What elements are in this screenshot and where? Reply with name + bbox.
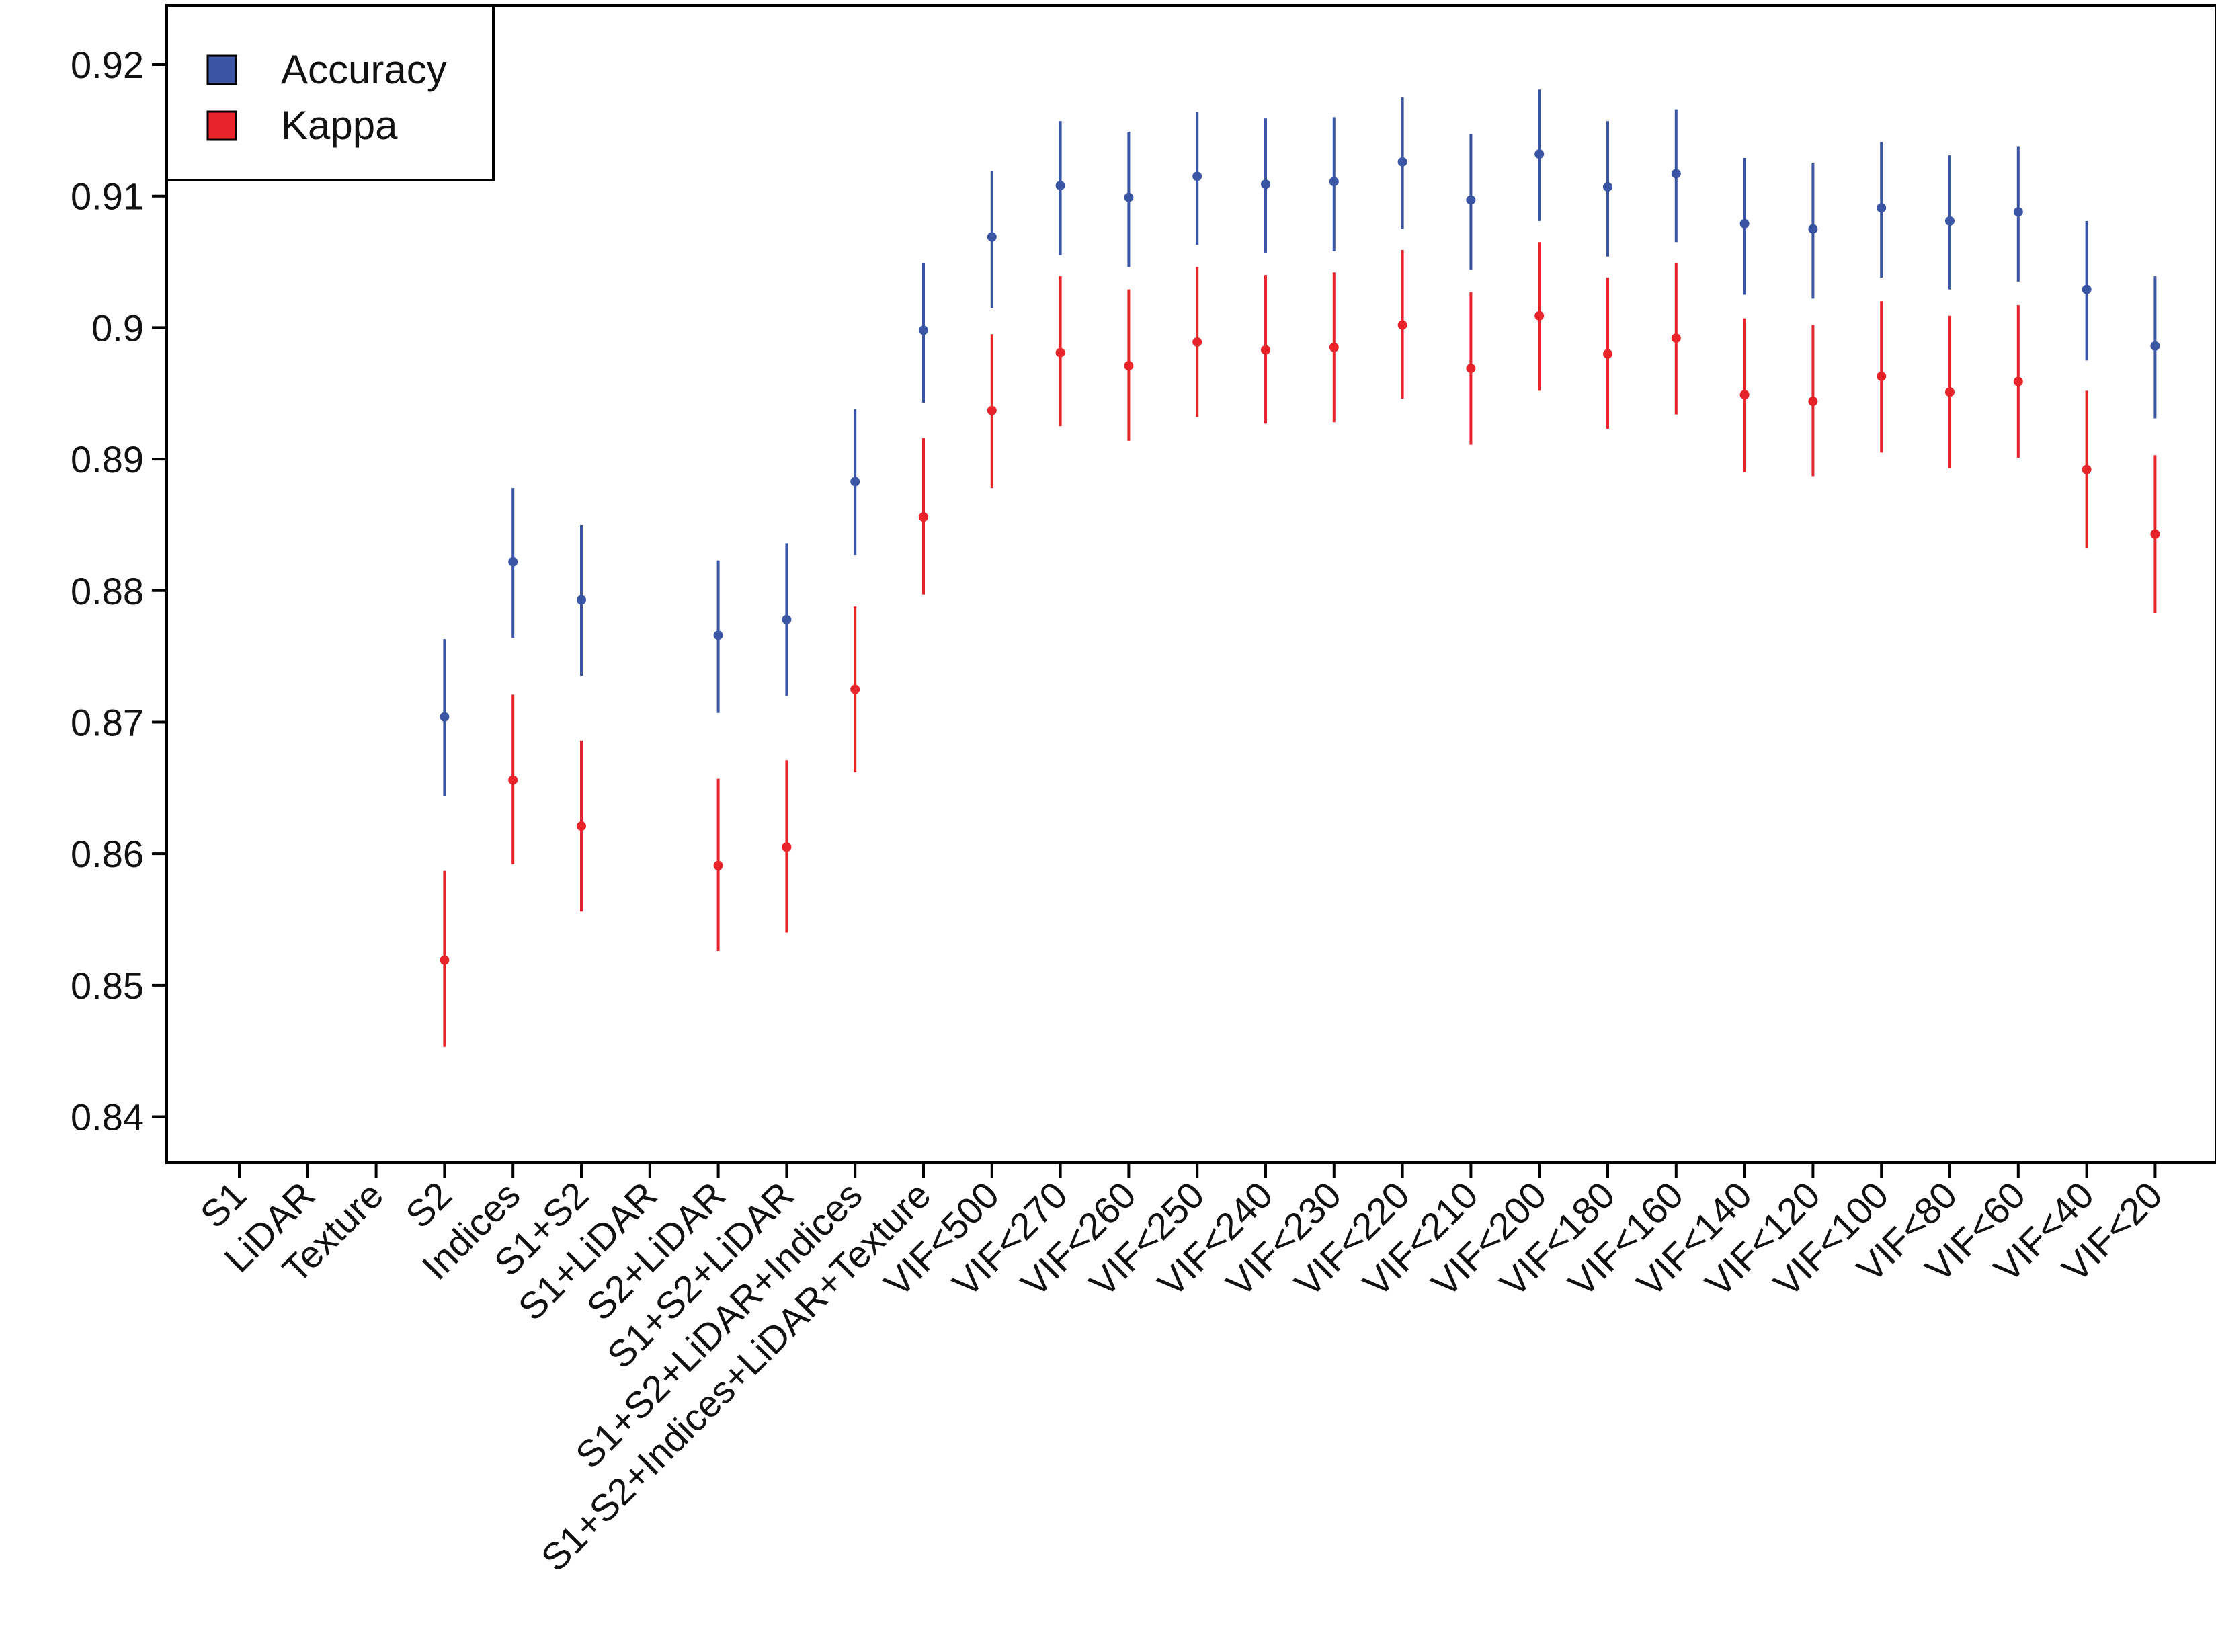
data-point bbox=[1603, 182, 1612, 192]
y-tick-label: 0.85 bbox=[71, 964, 144, 1007]
y-tick-label: 0.84 bbox=[71, 1096, 144, 1139]
data-point bbox=[440, 712, 450, 722]
data-point bbox=[1466, 195, 1476, 205]
data-point bbox=[782, 842, 792, 852]
data-point bbox=[1534, 311, 1545, 321]
data-marks bbox=[440, 89, 2160, 1047]
y-tick-label: 0.89 bbox=[71, 438, 144, 481]
series-kappa bbox=[440, 242, 2160, 1047]
data-point bbox=[2150, 529, 2160, 539]
data-point bbox=[1945, 216, 1955, 226]
data-point bbox=[508, 775, 518, 785]
y-tick-label: 0.87 bbox=[71, 701, 144, 743]
y-tick-label: 0.92 bbox=[71, 44, 144, 86]
data-point bbox=[1808, 224, 1818, 234]
data-point bbox=[1329, 342, 1339, 352]
y-tick-label: 0.9 bbox=[91, 306, 144, 349]
data-point bbox=[713, 860, 723, 870]
legend-box bbox=[165, 4, 495, 181]
data-point bbox=[1397, 157, 1407, 167]
data-point bbox=[2082, 464, 2092, 474]
data-point bbox=[1124, 361, 1134, 371]
legend-swatch-kappa bbox=[206, 110, 237, 141]
series-accuracy bbox=[440, 89, 2160, 796]
data-point bbox=[2150, 341, 2160, 351]
data-point bbox=[1671, 169, 1681, 179]
y-tick-label: 0.88 bbox=[71, 570, 144, 612]
data-point bbox=[1877, 203, 1887, 213]
data-point bbox=[1055, 347, 1065, 358]
y-axis: 0.84 0.85 0.86 0.87 0.88 0.89 0.9 0.91 0.92 bbox=[71, 44, 167, 1139]
data-point bbox=[782, 614, 792, 624]
data-point bbox=[987, 405, 997, 415]
data-point bbox=[850, 477, 860, 487]
data-point bbox=[1261, 179, 1270, 190]
data-point bbox=[713, 630, 723, 641]
legend-swatch-accuracy bbox=[206, 54, 237, 85]
data-point bbox=[1055, 181, 1065, 191]
data-point bbox=[1261, 345, 1270, 355]
data-point bbox=[1534, 149, 1545, 159]
data-point bbox=[1945, 387, 1955, 397]
data-point bbox=[1877, 371, 1887, 381]
data-point bbox=[987, 232, 997, 242]
data-point bbox=[1397, 320, 1407, 330]
data-point bbox=[2013, 376, 2023, 386]
data-point bbox=[919, 325, 928, 335]
data-point bbox=[850, 684, 860, 694]
data-point bbox=[1466, 364, 1476, 374]
plot-frame bbox=[165, 4, 2216, 1164]
legend-label-kappa: Kappa bbox=[281, 103, 398, 148]
legend: Accuracy Kappa bbox=[165, 4, 495, 181]
data-point bbox=[919, 512, 928, 522]
data-point bbox=[577, 595, 586, 605]
data-point bbox=[577, 821, 586, 831]
data-point bbox=[2082, 284, 2092, 294]
data-point bbox=[440, 955, 450, 965]
legend-label-accuracy: Accuracy bbox=[281, 47, 447, 92]
data-point bbox=[1739, 218, 1750, 229]
data-point bbox=[1671, 333, 1681, 343]
data-point bbox=[1329, 177, 1339, 187]
data-point bbox=[1808, 397, 1818, 407]
data-point bbox=[1192, 337, 1202, 347]
data-point bbox=[508, 556, 518, 567]
data-point bbox=[1124, 192, 1134, 202]
data-point bbox=[1192, 171, 1202, 181]
data-point bbox=[1739, 390, 1750, 400]
data-point bbox=[2013, 207, 2023, 217]
y-tick-label: 0.86 bbox=[71, 833, 144, 875]
y-tick-label: 0.91 bbox=[71, 175, 144, 218]
data-point bbox=[1603, 349, 1612, 359]
